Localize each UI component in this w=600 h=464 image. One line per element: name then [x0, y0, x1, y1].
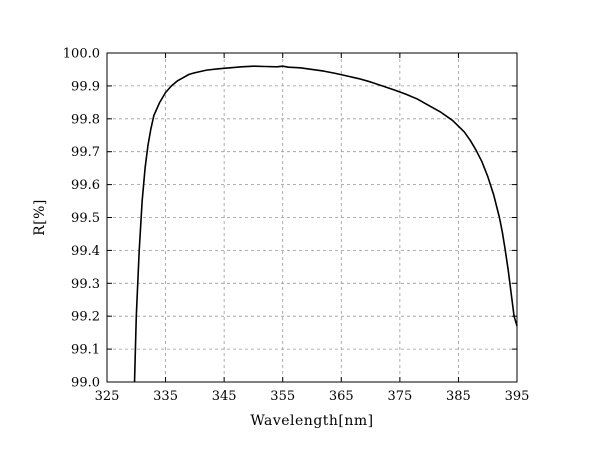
x-tick-label: 385	[446, 389, 471, 404]
x-tick-label: 375	[387, 389, 412, 404]
x-tick-label: 325	[95, 389, 120, 404]
y-tick-label: 99.9	[71, 79, 100, 94]
y-tick-label: 99.2	[71, 310, 100, 325]
x-tick-label: 345	[212, 389, 237, 404]
x-tick-label: 365	[329, 389, 354, 404]
y-tick-label: 99.1	[71, 343, 100, 358]
x-axis-title: Wavelength[nm]	[250, 413, 373, 429]
y-tick-label: 99.6	[71, 178, 100, 193]
axis-ticks	[106, 52, 518, 383]
y-tick-label: 99.5	[71, 211, 100, 226]
tick-labels: 325 335 345 355 365 375 385 395 99.0 99.1 99.2 99.3…	[63, 47, 530, 405]
x-tick-label: 335	[153, 389, 178, 404]
x-tick-label: 355	[270, 389, 295, 404]
x-tick-label: 395	[505, 389, 530, 404]
reflectance-line	[133, 65, 518, 383]
grid	[107, 53, 517, 382]
y-tick-label: 99.7	[71, 145, 100, 160]
series	[133, 65, 518, 383]
y-tick-label: 100.0	[63, 47, 100, 62]
y-tick-label: 99.4	[71, 244, 100, 259]
y-tick-label: 99.3	[71, 277, 100, 292]
y-tick-label: 99.8	[71, 112, 100, 127]
y-axis-title: R[%]	[32, 199, 48, 236]
y-tick-label: 99.0	[71, 376, 100, 391]
